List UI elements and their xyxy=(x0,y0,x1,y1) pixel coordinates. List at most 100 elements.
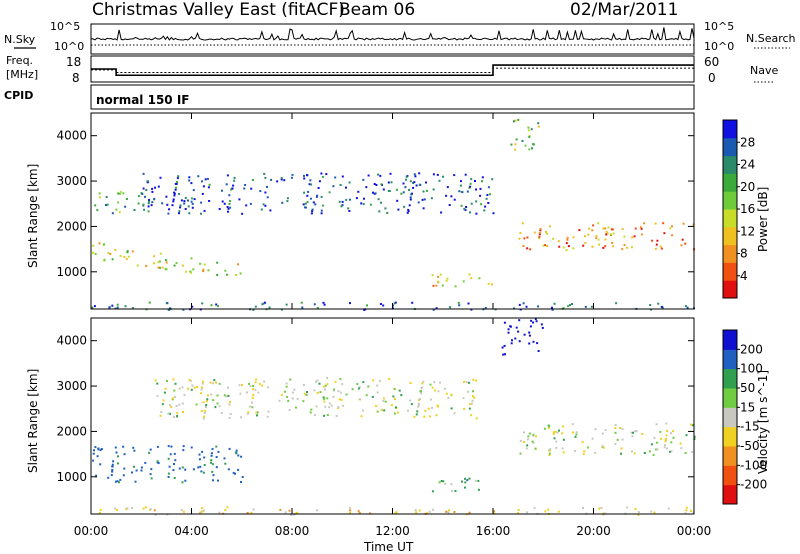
velocity-point xyxy=(409,382,412,384)
freq-tick-hi: 18 xyxy=(66,55,81,69)
velocity-point xyxy=(637,513,640,516)
power-point xyxy=(93,305,96,308)
velocity-point xyxy=(250,511,253,514)
cpid-label: CPID xyxy=(4,89,33,102)
velocity-point xyxy=(133,449,136,452)
power-point xyxy=(464,173,467,176)
velocity-point xyxy=(323,397,325,400)
power-point xyxy=(215,303,218,306)
velocity-point xyxy=(302,400,305,403)
power-point xyxy=(408,189,411,191)
power-point xyxy=(527,126,530,129)
colorbar-tick-label: 15 xyxy=(740,400,755,414)
power-point xyxy=(103,258,106,261)
velocity-ylabel: Slant Range [km] xyxy=(26,369,40,473)
velocity-point xyxy=(659,430,662,433)
power-point xyxy=(187,199,189,202)
power-point xyxy=(657,302,660,305)
power-point xyxy=(578,229,581,232)
power-point xyxy=(177,175,180,178)
velocity-point xyxy=(431,406,433,409)
power-point xyxy=(640,227,643,230)
colorbar-tick-label: 20 xyxy=(740,180,755,194)
power-point xyxy=(487,282,490,285)
velocity-point xyxy=(635,430,638,433)
velocity-point xyxy=(664,438,667,440)
power-point xyxy=(227,207,230,210)
velocity-point xyxy=(582,453,585,456)
power-point xyxy=(310,212,313,215)
velocity-point xyxy=(210,459,213,462)
velocity-point xyxy=(240,455,243,458)
power-point xyxy=(681,238,684,241)
velocity-point xyxy=(633,430,636,433)
velocity-point xyxy=(156,460,159,463)
power-point xyxy=(280,308,283,311)
power-point xyxy=(450,195,453,198)
power-point xyxy=(523,237,526,240)
velocity-point xyxy=(532,441,535,444)
velocity-point xyxy=(362,381,365,384)
power-point xyxy=(306,174,308,177)
power-point xyxy=(412,182,415,184)
velocity-point xyxy=(562,438,565,441)
power-point xyxy=(598,243,601,246)
power-point xyxy=(396,199,399,202)
velocity-point xyxy=(398,389,401,392)
power-point xyxy=(379,174,382,177)
power-point xyxy=(98,192,101,195)
velocity-point xyxy=(547,426,550,429)
power-point xyxy=(387,189,390,192)
power-point xyxy=(259,190,262,193)
power-point xyxy=(623,235,626,238)
power-point xyxy=(188,176,191,179)
velocity-point xyxy=(315,405,318,408)
velocity-point xyxy=(477,479,480,482)
velocity-point xyxy=(303,392,306,395)
power-point xyxy=(531,147,533,150)
power-point xyxy=(410,193,413,196)
power-point xyxy=(602,246,605,249)
noise-tick-left-hi: 10^5 xyxy=(50,20,80,33)
velocity-point xyxy=(665,422,668,425)
velocity-point xyxy=(324,388,326,391)
velocity-point xyxy=(211,470,214,473)
power-point xyxy=(475,212,478,215)
power-point xyxy=(310,183,313,186)
velocity-point xyxy=(133,465,135,468)
velocity-point xyxy=(220,412,223,415)
velocity-point xyxy=(328,402,331,405)
power-point xyxy=(176,181,179,183)
power-point xyxy=(562,307,565,310)
velocity-point xyxy=(227,394,230,397)
colorbar-tick-label: 4 xyxy=(740,269,748,283)
power-point xyxy=(200,212,202,215)
velocity-point xyxy=(224,462,227,465)
power-point xyxy=(281,201,284,204)
velocity-point xyxy=(525,511,528,514)
velocity-point xyxy=(190,446,193,449)
power-point xyxy=(458,190,461,193)
power-point xyxy=(402,191,405,194)
velocity-point xyxy=(309,411,312,414)
velocity-point xyxy=(384,400,387,403)
velocity-point xyxy=(504,353,506,356)
velocity-point xyxy=(358,398,361,401)
power-point xyxy=(99,196,101,199)
velocity-point xyxy=(501,346,504,349)
power-point xyxy=(380,201,382,204)
power-point xyxy=(238,198,241,201)
power-point xyxy=(492,212,495,215)
power-point xyxy=(203,263,206,266)
power-panel-frame xyxy=(90,112,695,310)
velocity-point xyxy=(417,405,420,408)
velocity-point xyxy=(394,406,397,409)
power-point xyxy=(537,122,540,125)
velocity-point xyxy=(543,427,546,430)
velocity-point xyxy=(171,397,174,400)
power-point xyxy=(591,245,594,248)
power-point xyxy=(569,304,571,307)
power-point xyxy=(192,189,195,192)
power-point xyxy=(270,178,273,181)
y-tick-label: 4000 xyxy=(56,334,87,348)
